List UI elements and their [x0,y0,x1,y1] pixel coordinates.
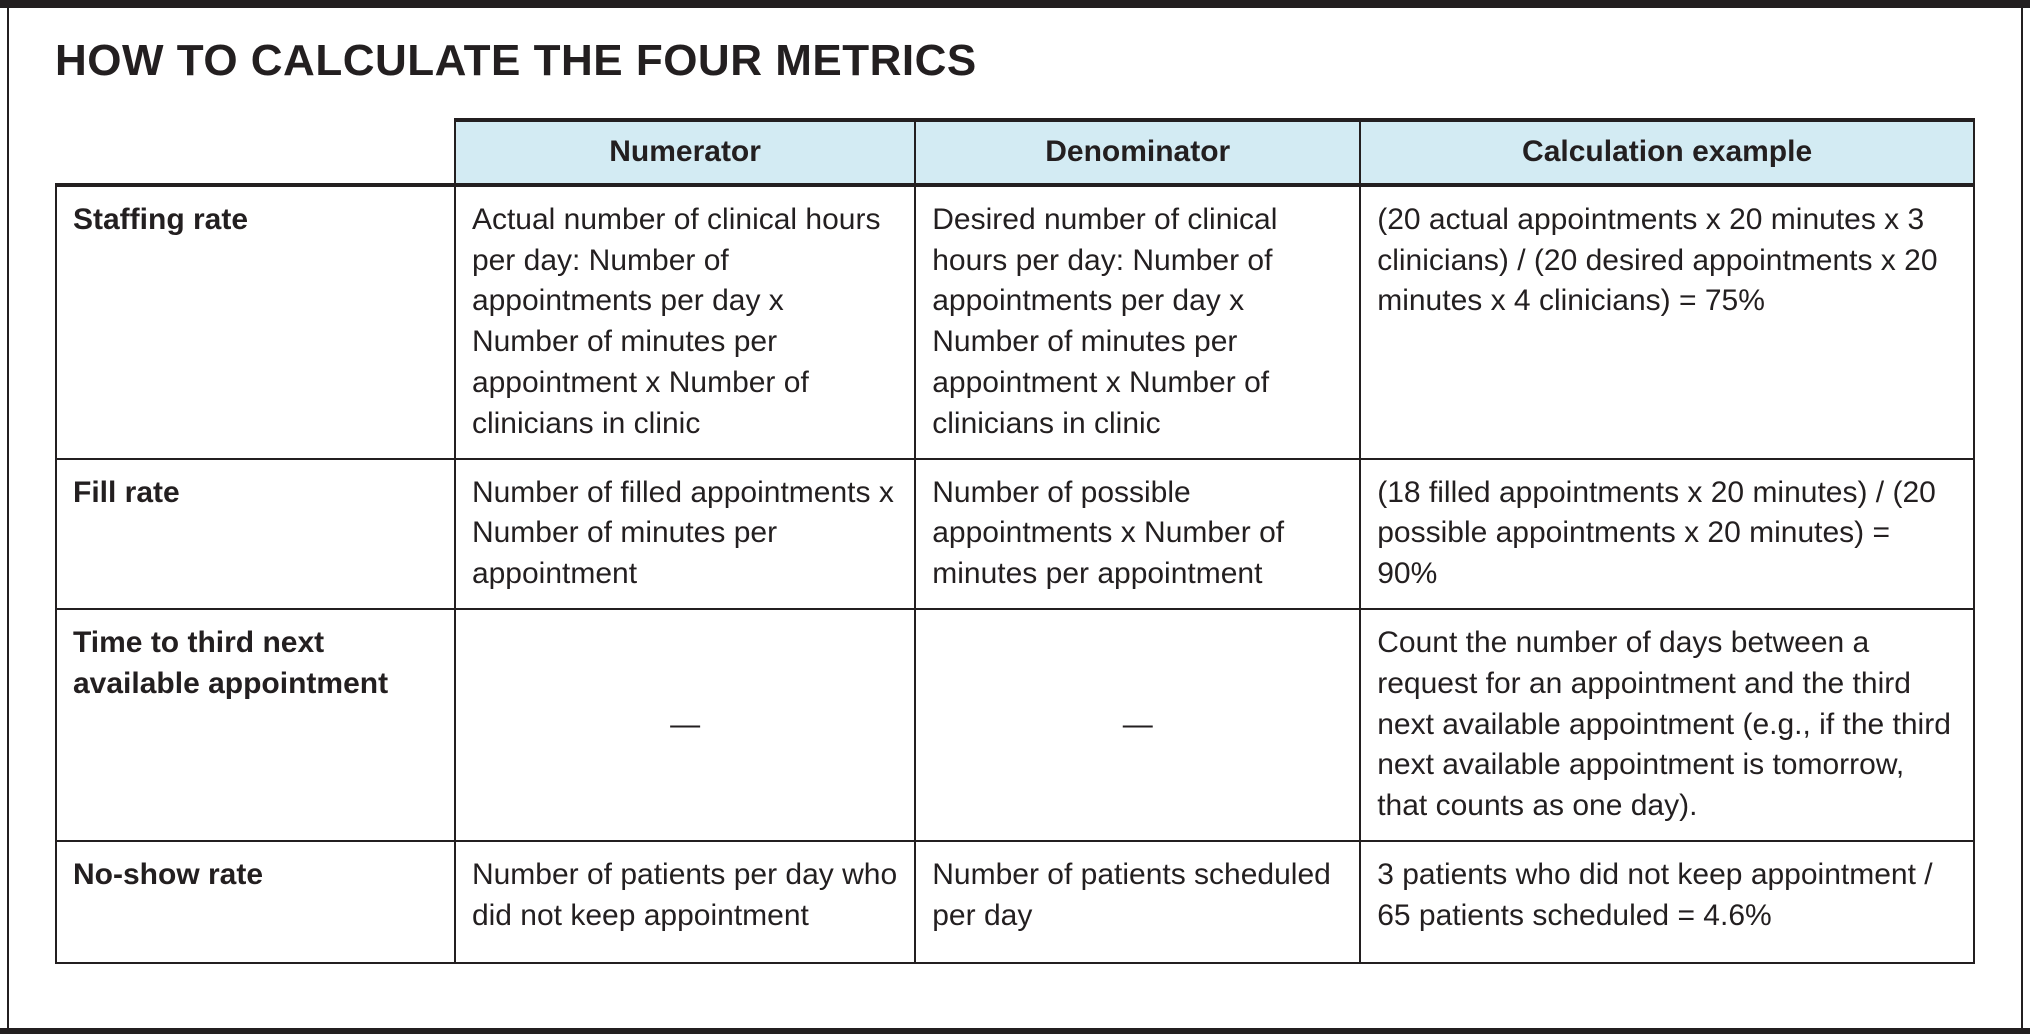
no-show-rate-numerator-cell: Number of patients per day who did not k… [453,839,917,964]
figure-box: HOW TO CALCULATE THE FOUR METRICS Numera… [7,8,2023,1028]
row-label-fill-rate: Fill rate [55,457,456,610]
row-label-staffing-rate: Staffing rate [55,182,456,460]
fill-rate-numerator-cell: Number of filled appointments x Number o… [453,457,917,610]
table-row-time-to-third-next-available-appointment: Time to third next available appointment… [55,607,1975,842]
figure-title: HOW TO CALCULATE THE FOUR METRICS [55,36,977,85]
time-to-third-denominator-cell: — [914,607,1362,842]
header-spacer-cell [56,120,455,185]
time-to-third-numerator-cell: — [453,607,917,842]
table-header-row: Numerator Denominator Calculation exampl… [56,118,1975,187]
time-to-third-example-cell: Count the number of days between a reque… [1359,607,1975,842]
top-rule [0,0,2030,8]
table-row-fill-rate: Fill rate Number of filled appointments … [55,457,1975,610]
staffing-rate-numerator-cell: Actual number of clinical hours per day:… [453,182,917,460]
metrics-table: Numerator Denominator Calculation exampl… [55,118,1975,964]
column-header-denominator: Denominator [914,118,1362,187]
row-label-time-to-third: Time to third next available appointment [55,607,456,842]
staffing-rate-denominator-cell: Desired number of clinical hours per day… [914,182,1362,460]
table-row-no-show-rate: No-show rate Number of patients per day … [55,839,1975,964]
table-row-staffing-rate: Staffing rate Actual number of clinical … [55,182,1975,460]
staffing-rate-example-cell: (20 actual appointments x 20 minutes x 3… [1359,182,1975,460]
no-show-rate-denominator-cell: Number of patients scheduled per day [914,839,1362,964]
column-header-calculation-example: Calculation example [1359,118,1975,187]
row-label-no-show-rate: No-show rate [55,839,456,964]
fill-rate-example-cell: (18 filled appointments x 20 minutes) / … [1359,457,1975,610]
fill-rate-denominator-cell: Number of possible appointments x Number… [914,457,1362,610]
column-header-numerator: Numerator [453,118,917,187]
no-show-rate-example-cell: 3 patients who did not keep appointment … [1359,839,1975,964]
bottom-rule [0,1028,2030,1034]
